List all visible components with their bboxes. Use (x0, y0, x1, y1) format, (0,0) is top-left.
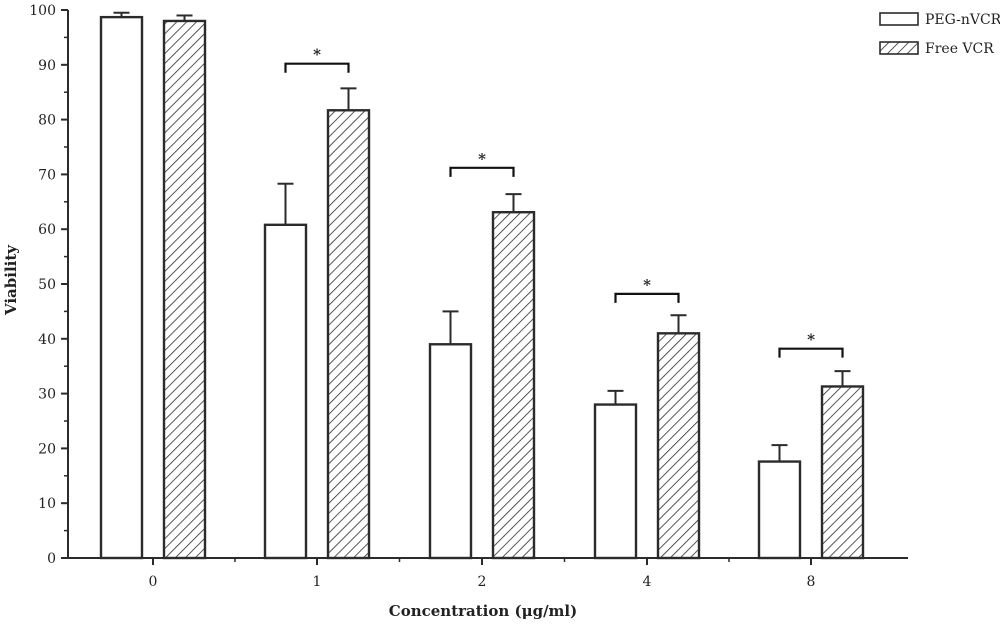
x-tick-label: 1 (313, 574, 322, 590)
significance-brackets: * * * * (284, 46, 844, 358)
y-axis-title: Viability (2, 244, 20, 316)
bar-peg-nvcr (757, 460, 802, 560)
x-tick-label: 2 (478, 574, 487, 590)
bar-free-vcr (656, 332, 701, 560)
significance-bracket (614, 292, 680, 303)
significance-bracket (778, 347, 844, 358)
legend-swatch-free-vcr (879, 41, 919, 55)
significance-star: * (807, 331, 815, 349)
y-tick-label: 60 (38, 222, 56, 238)
y-tick-label: 20 (38, 441, 56, 457)
significance-star: * (313, 46, 321, 64)
bars (99, 15, 865, 560)
bar-peg-nvcr (263, 223, 308, 560)
y-tick-label: 70 (38, 167, 56, 183)
y-tick-label: 80 (38, 113, 56, 129)
y-tick-label: 30 (38, 387, 56, 403)
legend-swatch-peg-nvcr (879, 12, 919, 26)
axes: 0 10 20 30 40 50 60 70 80 90 100 0 1 2 4 8 (29, 3, 908, 590)
x-tick-label: 0 (149, 574, 158, 590)
x-tick-label: 8 (807, 574, 816, 590)
y-tick-label: 10 (38, 496, 56, 512)
bar-peg-nvcr (99, 15, 144, 560)
bar-free-vcr (326, 109, 371, 560)
significance-star: * (643, 276, 651, 294)
significance-star: * (478, 150, 486, 168)
error-bars (113, 11, 851, 462)
legend-label-free-vcr: Free VCR (925, 41, 994, 57)
y-tick-label: 100 (29, 3, 56, 19)
bar-free-vcr (820, 385, 865, 560)
x-axis-title: Concentration (μg/ml) (389, 602, 577, 620)
y-tick-label: 40 (38, 332, 56, 348)
bar-free-vcr (491, 211, 536, 560)
y-tick-label: 50 (38, 277, 56, 293)
y-tick-label: 0 (47, 551, 56, 567)
bar-free-vcr (162, 19, 207, 560)
bar-peg-nvcr (593, 403, 638, 560)
legend: PEG-nVCR Free VCR (879, 12, 1000, 57)
x-tick-label: 4 (643, 574, 652, 590)
bar-peg-nvcr (428, 343, 473, 560)
legend-label-peg-nvcr: PEG-nVCR (925, 12, 1000, 28)
significance-bracket (449, 166, 515, 177)
significance-bracket (284, 62, 350, 73)
y-tick-label: 90 (38, 58, 56, 74)
